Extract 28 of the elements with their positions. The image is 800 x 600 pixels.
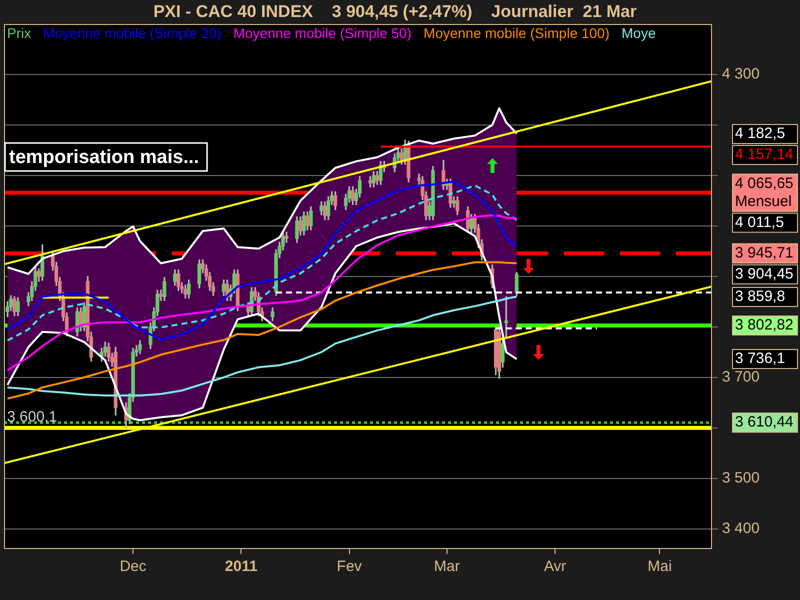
- x-tick-label: Dec: [120, 558, 147, 576]
- text: 4 011,5: [735, 214, 784, 231]
- x-tick-label: Mai: [648, 558, 672, 576]
- x-tick-label: Fev: [336, 558, 362, 576]
- text: 3 859,8: [735, 288, 786, 306]
- text: 4 182,5: [735, 125, 786, 142]
- y-tick-label: 4 300: [722, 66, 760, 83]
- y-tick-label: 3 500: [722, 469, 760, 486]
- data-label: 4 157,14: [735, 146, 794, 164]
- annotation: 3 600,1: [7, 408, 58, 426]
- text: Prix: [7, 25, 32, 41]
- text: 3 904,45: [735, 265, 794, 282]
- text: Moyenne mobile (Simple 100): [424, 25, 610, 41]
- y-tick-label: 3 400: [722, 520, 760, 537]
- x-tick-label: Mar: [434, 558, 460, 576]
- ref-line-label: 4 065,65 Mensuel: [735, 174, 794, 210]
- x-tick-label: 2011: [224, 558, 258, 576]
- annotation: temporisation mais...: [9, 147, 200, 168]
- y-tick-label: 3 700: [722, 368, 760, 386]
- ref-line-label: 3 945,71: [735, 244, 794, 262]
- ref-line-label: 3 610,44: [735, 414, 794, 431]
- ref-line-label: 3 802,82: [735, 316, 794, 334]
- chart-title: PXI - CAC 40 INDEX 3 904,45 (+2,47%) Journalier 21 Mar: [152, 2, 638, 22]
- text: Moye: [622, 25, 656, 41]
- text: 3 736,1: [735, 350, 786, 368]
- text: Moyenne mobile (Simple 50): [233, 25, 412, 41]
- text: Moyenne mobile (Simple 20): [43, 25, 222, 41]
- x-tick-label: Avr: [544, 558, 566, 576]
